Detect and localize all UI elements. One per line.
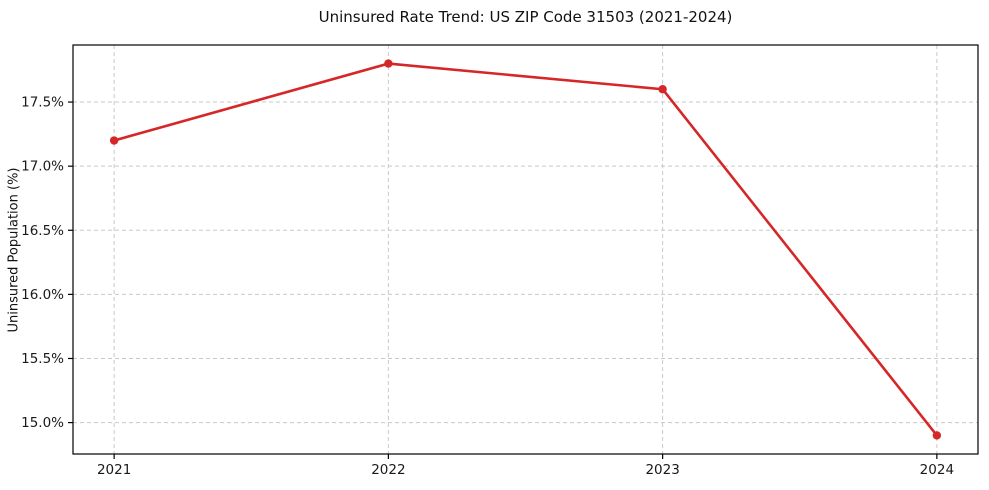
data-point <box>384 59 393 68</box>
x-tick-label: 2022 <box>371 462 405 478</box>
y-tick-label: 16.0% <box>21 287 64 303</box>
chart-title: Uninsured Rate Trend: US ZIP Code 31503 … <box>318 8 733 26</box>
y-tick-label: 15.0% <box>21 415 64 431</box>
trend-line <box>112 62 939 437</box>
x-tick-label: 2024 <box>920 462 954 478</box>
data-point <box>109 136 119 145</box>
y-tick-label: 17.5% <box>21 95 64 111</box>
x-tick-label: 2021 <box>97 462 131 478</box>
data-point <box>658 85 667 94</box>
y-tick-label: 16.5% <box>21 223 64 239</box>
y-tick-label: 15.5% <box>21 351 64 367</box>
plot-border <box>72 44 979 455</box>
y-tick-label: 17.0% <box>21 159 64 175</box>
data-point <box>932 431 942 440</box>
x-tick-label: 2023 <box>645 462 679 478</box>
plot-background <box>73 45 978 454</box>
